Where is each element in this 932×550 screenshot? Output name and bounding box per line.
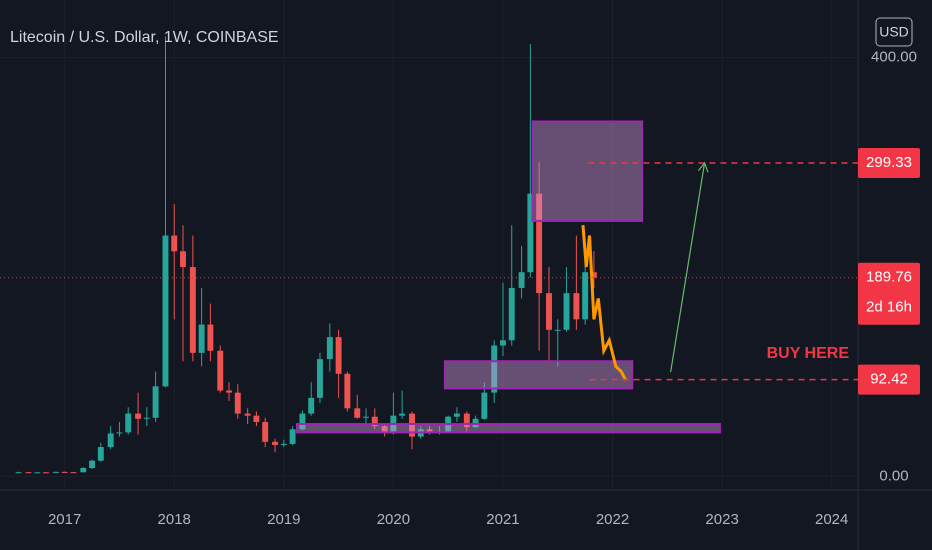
- candle-body: [554, 329, 561, 331]
- candle-body: [189, 266, 196, 353]
- candle-body: [463, 413, 470, 428]
- candle-body: [299, 413, 306, 430]
- candle-body: [472, 418, 479, 428]
- candle-body: [590, 272, 597, 278]
- last-price-box: [858, 262, 920, 325]
- currency-button[interactable]: [875, 17, 913, 47]
- candle-body: [116, 432, 123, 434]
- candle-body: [308, 397, 315, 414]
- candle-body: [500, 340, 506, 346]
- candle-body: [70, 472, 77, 474]
- candle-body: [226, 390, 232, 393]
- candle-body: [52, 471, 59, 473]
- candle-body: [335, 337, 342, 374]
- candle-body: [453, 413, 460, 417]
- candle-body: [234, 392, 241, 414]
- x-tick-label: 2020: [377, 511, 410, 528]
- candle-body: [409, 413, 415, 437]
- candle-body: [381, 426, 388, 434]
- x-tick-label: 2019: [267, 511, 300, 528]
- x-tick-label: 2023: [705, 511, 738, 528]
- candle-body: [34, 472, 41, 474]
- candle-body: [527, 193, 534, 273]
- candle-body: [207, 324, 214, 351]
- arrow-line: [670, 162, 706, 373]
- candle-body: [563, 293, 570, 330]
- candle-body: [43, 472, 49, 474]
- price-label-box: [858, 364, 920, 395]
- candle-body: [508, 287, 515, 341]
- candle-body: [25, 472, 32, 474]
- candle-body: [518, 272, 525, 288]
- zone-box: [443, 360, 634, 390]
- candle-body: [143, 417, 150, 419]
- note-text: BUY HERE: [767, 345, 850, 362]
- zone-box: [295, 423, 721, 434]
- x-tick-label: 2024: [815, 511, 848, 528]
- candle-body: [244, 413, 251, 416]
- candle-body: [280, 443, 287, 445]
- candle-body: [253, 415, 260, 422]
- candle-body: [546, 293, 552, 330]
- candle-body: [135, 413, 142, 419]
- candle-body: [89, 460, 96, 469]
- candle-body: [152, 386, 159, 418]
- candle-body: [15, 472, 22, 474]
- candle-body: [491, 345, 498, 393]
- candle-body: [481, 392, 488, 419]
- zone-box: [531, 120, 644, 222]
- arrow-head: [697, 161, 709, 173]
- candle-body: [107, 433, 114, 448]
- y-tick-label: 0.00: [879, 467, 908, 484]
- countdown-label: 2d 16h: [866, 299, 912, 316]
- candle-body: [272, 441, 279, 445]
- x-tick-label: 2018: [158, 511, 191, 528]
- candle-body: [80, 468, 87, 473]
- x-tick-label: 2022: [596, 511, 629, 528]
- projection-line: [581, 224, 628, 381]
- x-tick-label: 2017: [48, 511, 81, 528]
- candle-body: [399, 413, 406, 416]
- candle-body: [317, 359, 323, 398]
- candle-body: [217, 350, 224, 391]
- price-label: 299.33: [866, 154, 912, 171]
- candle-body: [198, 324, 205, 353]
- currency-label[interactable]: USD: [879, 24, 909, 40]
- candle-body: [371, 416, 378, 427]
- candle-body: [426, 429, 433, 432]
- candle-body: [354, 408, 361, 418]
- candle-body: [180, 251, 186, 267]
- candle-body: [573, 293, 580, 320]
- candle-body: [344, 373, 351, 409]
- candle-body: [326, 337, 333, 360]
- candle-body: [363, 416, 369, 418]
- candle-body: [97, 447, 104, 461]
- chart-title: Litecoin / U.S. Dollar, 1W, COINBASE: [10, 29, 279, 46]
- price-label-box: [858, 147, 920, 178]
- candle-body: [125, 413, 132, 433]
- candle-body: [536, 193, 543, 294]
- price-label: 92.42: [870, 371, 908, 388]
- candle-body: [61, 471, 68, 473]
- y-tick-label: 400.00: [871, 49, 917, 66]
- candle-body: [289, 429, 296, 444]
- last-price-label: 189.76: [866, 269, 912, 286]
- candle-body: [262, 421, 269, 442]
- candle-body: [162, 235, 169, 387]
- candle-body: [171, 235, 178, 252]
- candle-body: [582, 272, 589, 320]
- plot-area: [0, 36, 858, 474]
- x-tick-label: 2021: [486, 511, 519, 528]
